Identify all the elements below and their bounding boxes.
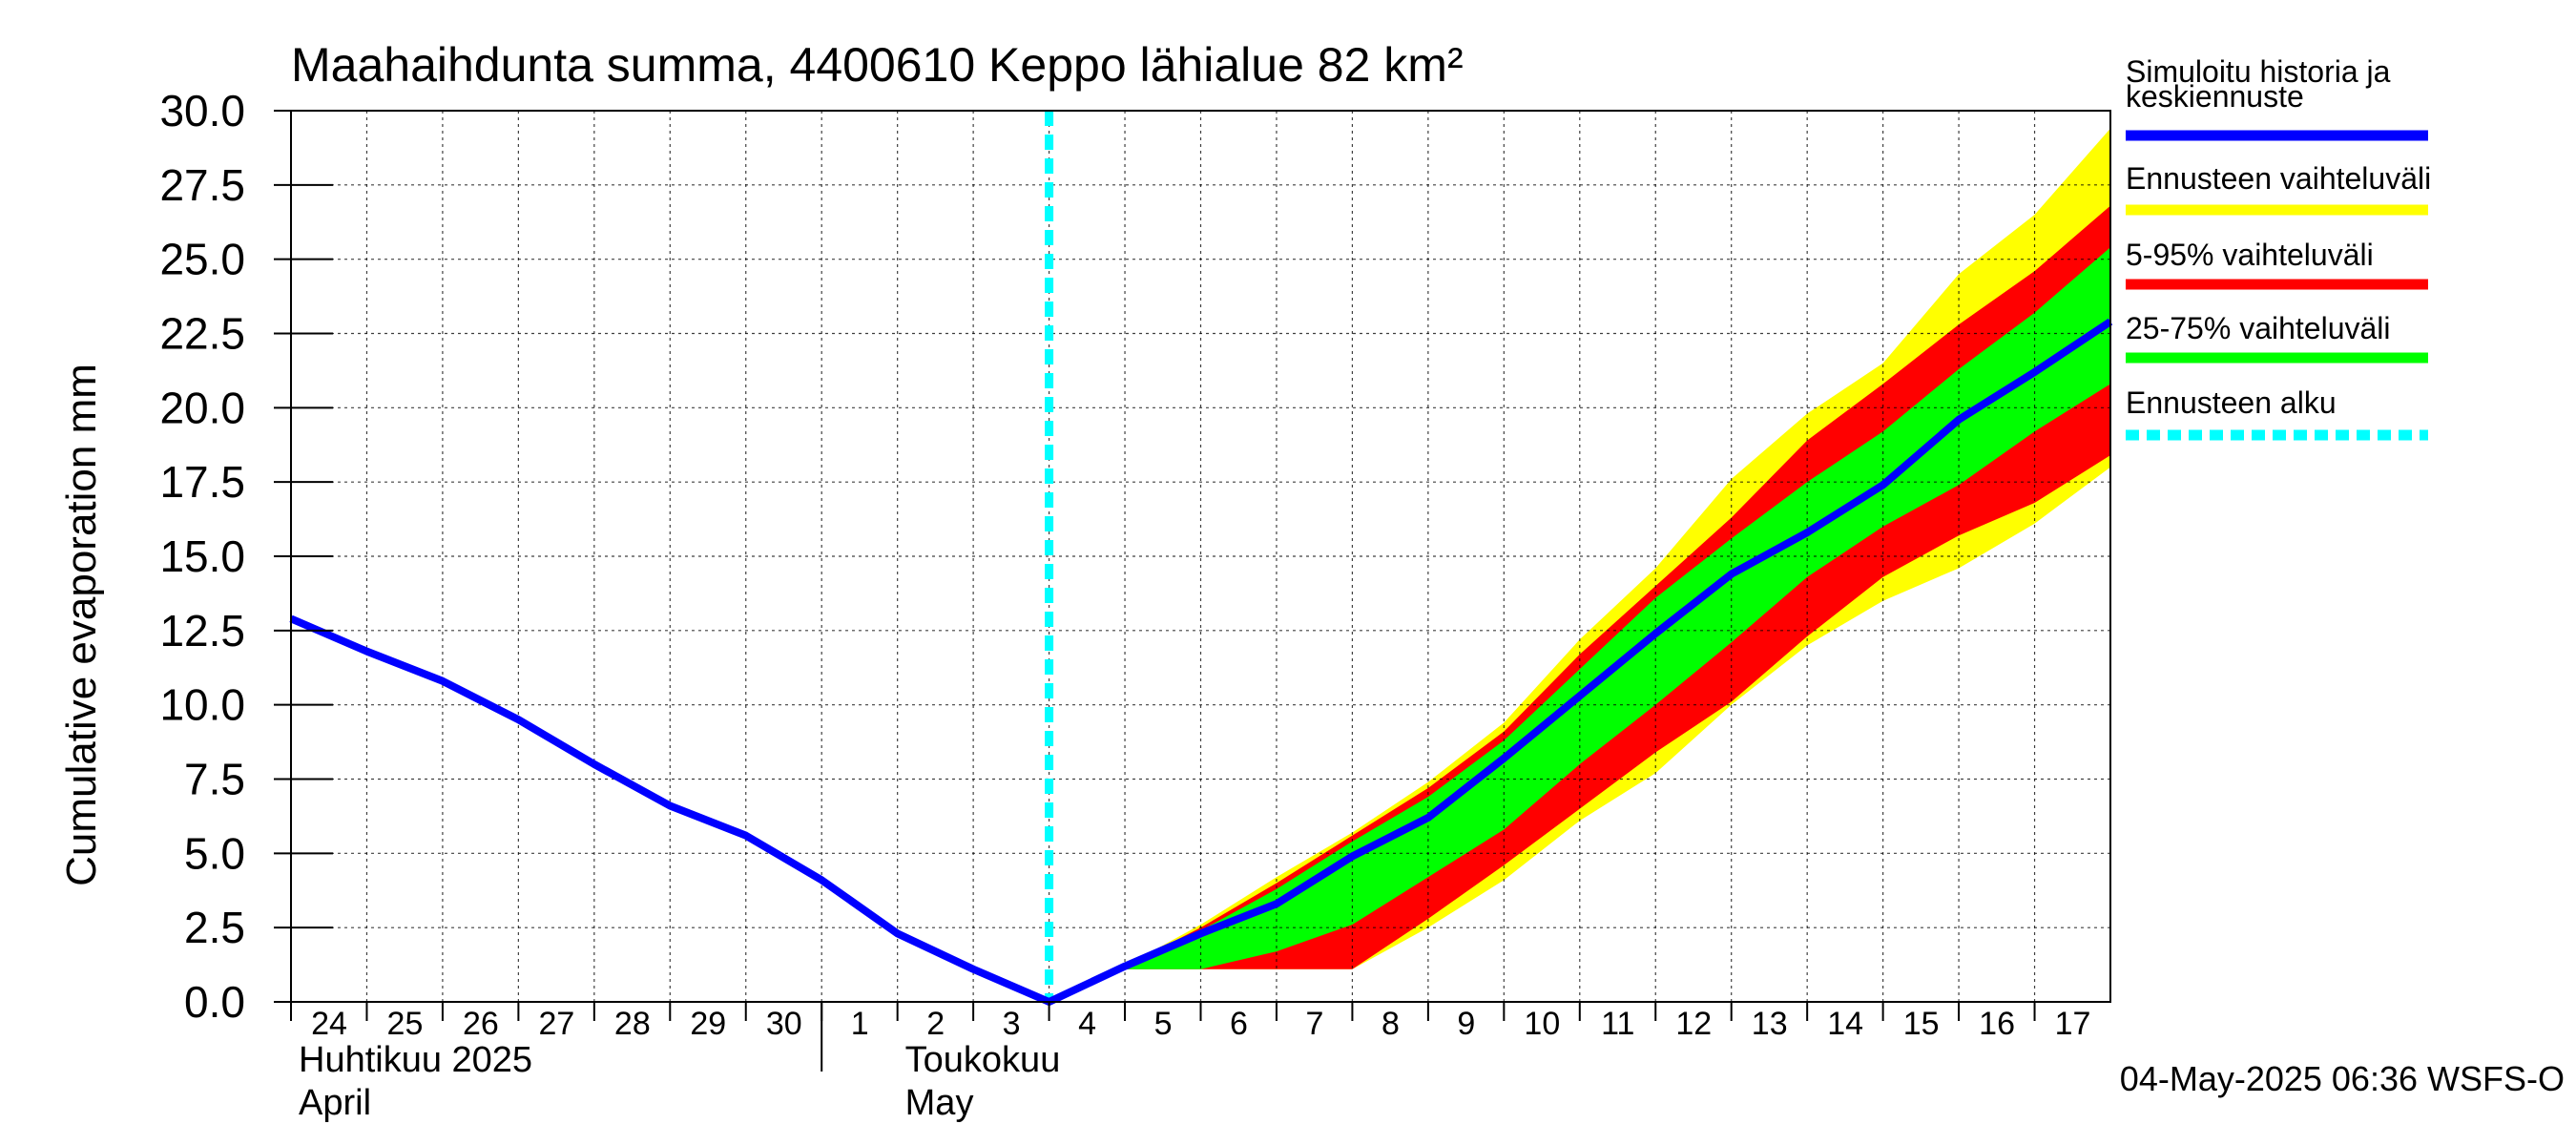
legend-label: 25-75% vaihteluväli — [2126, 311, 2391, 345]
x-tick-label: 2 — [926, 1006, 945, 1042]
legend-label: keskiennuste — [2126, 79, 2304, 114]
y-tick-label: 30.0 — [159, 86, 245, 135]
y-tick-label: 2.5 — [184, 903, 245, 952]
x-tick-label: 1 — [851, 1006, 869, 1042]
x-tick-label: 24 — [311, 1006, 347, 1042]
x-tick-label: 4 — [1078, 1006, 1096, 1042]
y-tick-label: 7.5 — [184, 755, 245, 804]
x-tick-label: 13 — [1752, 1006, 1788, 1042]
x-tick-label: 29 — [690, 1006, 726, 1042]
x-tick-label: 9 — [1457, 1006, 1475, 1042]
x-tick-label: 10 — [1524, 1006, 1560, 1042]
y-axis-label: Cumulative evaporation mm — [58, 364, 105, 886]
y-tick-label: 20.0 — [159, 383, 245, 432]
y-tick-label: 5.0 — [184, 828, 245, 878]
legend-label: Ennusteen vaihteluväli — [2126, 161, 2431, 196]
x-tick-label: 6 — [1230, 1006, 1248, 1042]
y-tick-label: 22.5 — [159, 309, 245, 359]
x-tick-label: 15 — [1903, 1006, 1940, 1042]
x-tick-label: 11 — [1601, 1006, 1634, 1042]
x-tick-label: 26 — [463, 1006, 499, 1042]
y-tick-label: 10.0 — [159, 680, 245, 730]
footer-timestamp: 04-May-2025 06:36 WSFS-O — [2120, 1059, 2565, 1098]
y-tick-label: 27.5 — [159, 160, 245, 210]
y-tick-label: 0.0 — [184, 977, 245, 1027]
x-tick-label: 12 — [1675, 1006, 1712, 1042]
y-tick-label: 17.5 — [159, 457, 245, 507]
x-tick-label: 27 — [538, 1006, 574, 1042]
month-label-fi: Toukokuu — [905, 1040, 1061, 1080]
x-tick-label: 28 — [614, 1006, 651, 1042]
chart-title: Maahaihdunta summa, 4400610 Keppo lähial… — [291, 38, 1464, 92]
legend-label: 5-95% vaihteluväli — [2126, 238, 2374, 272]
y-tick-label: 15.0 — [159, 531, 245, 581]
x-tick-label: 30 — [766, 1006, 802, 1042]
y-axis-ticks: 0.0 2.5 5.0 7.5 10.0 12.5 15.0 17.5 20.0 22.5 25.0… — [159, 86, 333, 1027]
x-tick-label: 8 — [1381, 1006, 1400, 1042]
x-tick-label: 7 — [1305, 1006, 1323, 1042]
x-tick-label: 25 — [387, 1006, 424, 1042]
month-label-en: May — [905, 1083, 974, 1123]
x-tick-label: 17 — [2055, 1006, 2091, 1042]
median-line — [289, 318, 2113, 1006]
legend-label: Ennusteen alku — [2126, 385, 2337, 420]
y-tick-label: 25.0 — [159, 235, 245, 284]
month-label-fi: Huhtikuu 2025 — [299, 1040, 532, 1080]
x-tick-label: 14 — [1827, 1006, 1863, 1042]
x-tick-label: 16 — [1979, 1006, 2015, 1042]
median-series — [289, 318, 2113, 1006]
month-label-en: April — [299, 1083, 371, 1123]
x-tick-label: 5 — [1154, 1006, 1173, 1042]
x-axis-ticks: 24 25 26 27 28 29 30 1 2 3 4 5 6 7 8 9 10 11 12 13 14 15 16 17 — [290, 1002, 2091, 1072]
legend-label: Simuloitu historia ja — [2126, 54, 2391, 89]
y-tick-label: 12.5 — [159, 606, 245, 656]
x-tick-label: 3 — [1003, 1006, 1021, 1042]
